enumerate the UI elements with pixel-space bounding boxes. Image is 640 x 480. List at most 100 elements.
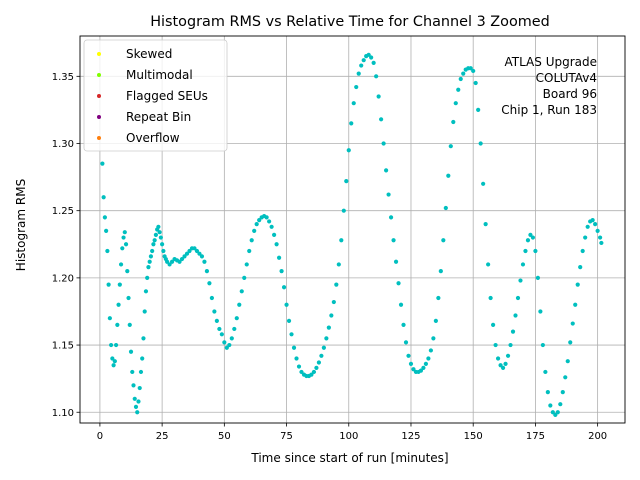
legend-marker [97, 94, 101, 98]
data-point [147, 259, 152, 264]
data-point [217, 326, 222, 332]
data-point [438, 269, 443, 274]
data-point [590, 217, 595, 223]
data-point [321, 345, 326, 350]
data-point [570, 321, 575, 326]
data-point [116, 302, 121, 307]
data-point [237, 302, 242, 307]
data-point [436, 295, 441, 301]
data-point [379, 117, 384, 122]
data-point [393, 259, 399, 264]
data-point [593, 222, 598, 227]
data-point [122, 230, 127, 235]
data-point [481, 181, 486, 186]
x-tick-label: 125 [401, 431, 420, 442]
legend-label: Repeat Bin [126, 110, 191, 124]
data-point [386, 192, 391, 197]
data-point [161, 248, 166, 254]
legend-box [83, 39, 228, 152]
legend: Skewed Multimodal Flagged SEUs Repeat Bin Ov… [83, 39, 228, 152]
data-point [351, 101, 356, 106]
data-point [110, 356, 115, 361]
data-point [274, 242, 279, 247]
data-point [257, 217, 262, 223]
chart-title: Histogram RMS vs Relative Time for Chann… [150, 14, 550, 30]
x-tick-label: 175 [526, 431, 545, 442]
data-points [100, 52, 604, 418]
data-point [493, 342, 498, 348]
data-point [598, 235, 603, 240]
data-point [553, 412, 558, 418]
data-point [508, 342, 513, 348]
run-annotation: ATLAS Upgrade COLUTAv4 Board 96 Chip 1, Run… [501, 55, 597, 117]
data-point [453, 101, 458, 106]
data-point [478, 141, 483, 146]
data-point [247, 248, 252, 254]
data-point [448, 144, 453, 149]
data-point [219, 332, 224, 337]
data-point [356, 71, 361, 76]
x-tick-label: 100 [339, 431, 358, 442]
data-point [150, 248, 155, 254]
legend-label: Multimodal [126, 68, 193, 82]
data-point [120, 246, 125, 251]
data-point [127, 322, 132, 328]
data-point [565, 359, 570, 364]
data-point [244, 262, 249, 267]
data-point [204, 269, 210, 274]
data-point [575, 282, 580, 287]
data-point [396, 281, 401, 286]
data-point [326, 325, 331, 330]
data-point [401, 322, 406, 328]
data-point [495, 356, 501, 361]
y-tick-label: 1.10 [52, 408, 74, 419]
x-tick-label: 150 [464, 431, 483, 442]
x-tick-label: 0 [97, 431, 103, 442]
annotation-line: COLUTAv4 [536, 71, 597, 85]
annotation-line: Board 96 [543, 87, 597, 101]
data-point [104, 228, 109, 233]
data-point [145, 275, 150, 280]
data-point [530, 235, 536, 240]
data-point [406, 353, 411, 358]
data-point [458, 76, 463, 82]
data-point [476, 107, 481, 113]
data-point [578, 265, 583, 270]
legend-marker [97, 52, 101, 56]
y-axis-ticks: 1.10 1.15 1.20 1.25 1.30 1.35 [52, 72, 80, 419]
data-point [252, 228, 257, 233]
data-point [359, 63, 364, 68]
data-point [177, 259, 182, 264]
data-point [491, 322, 496, 328]
data-point [269, 224, 274, 229]
data-point [299, 369, 304, 375]
data-point [391, 238, 396, 243]
data-point [227, 342, 232, 348]
data-point [156, 224, 161, 229]
legend-label: Skewed [126, 47, 172, 61]
data-point [319, 353, 324, 358]
x-tick-label: 75 [280, 431, 293, 442]
data-point [125, 269, 130, 274]
data-point [291, 345, 297, 350]
data-point [169, 259, 175, 264]
data-point [152, 238, 157, 243]
data-point [106, 282, 111, 287]
legend-label: Overflow [126, 131, 180, 145]
x-axis-label: Time since start of run [minutes] [250, 451, 448, 465]
data-point [107, 316, 112, 321]
data-point [118, 262, 124, 267]
data-point [558, 402, 563, 407]
data-point [366, 52, 371, 57]
data-point [488, 295, 493, 301]
data-point [483, 222, 488, 227]
data-point [281, 285, 287, 290]
data-point [148, 254, 154, 259]
data-point [214, 318, 219, 323]
data-point [543, 369, 548, 375]
data-point [411, 367, 416, 372]
data-point [135, 410, 140, 415]
data-point [433, 318, 438, 323]
data-point [199, 254, 205, 259]
